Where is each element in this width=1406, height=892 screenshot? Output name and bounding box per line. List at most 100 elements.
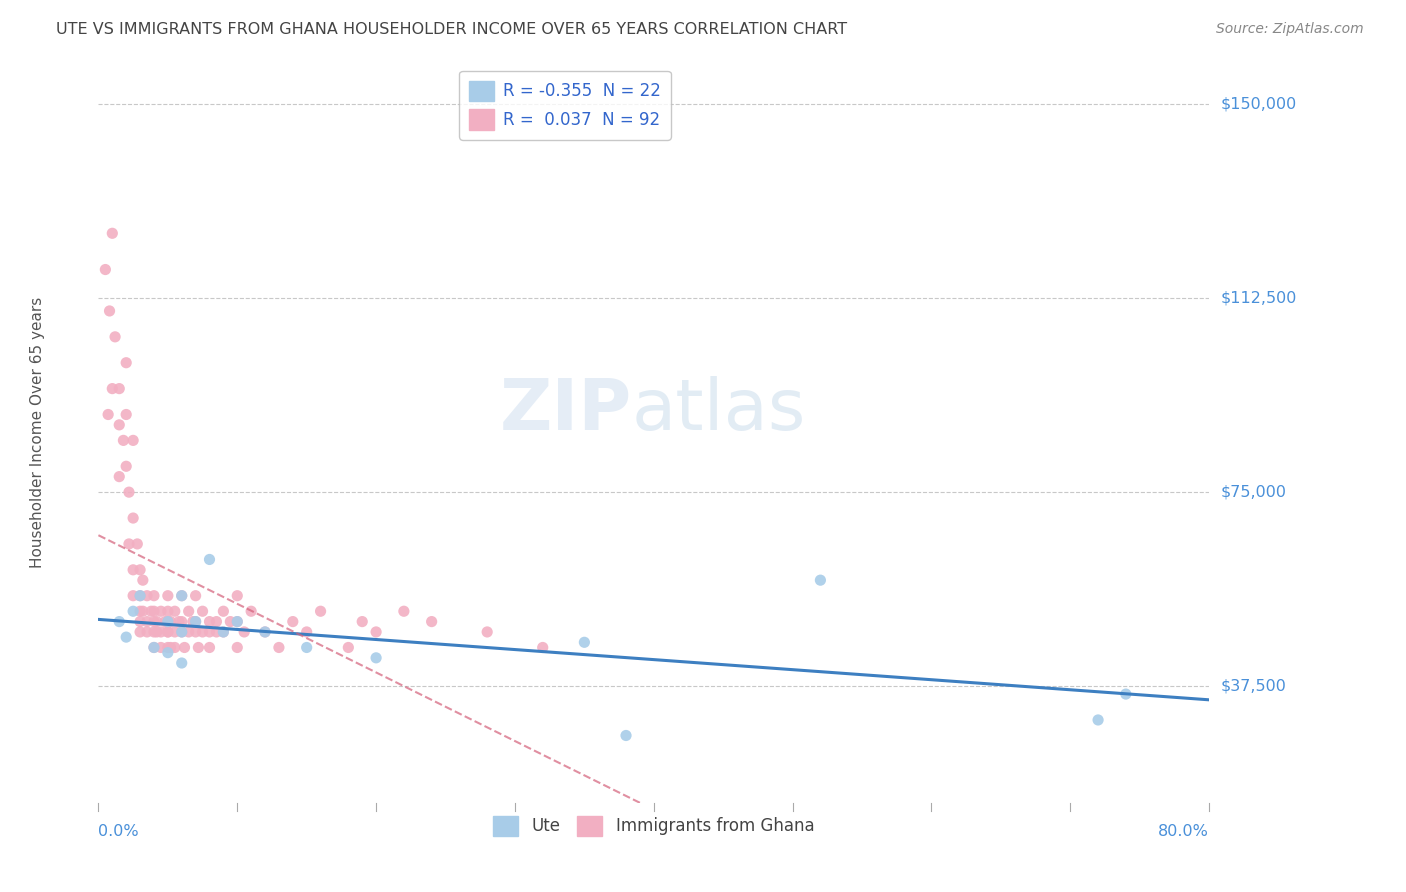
Point [212,624,235,639]
Point [253,624,276,639]
Point [352,615,374,629]
Point [173,640,195,655]
Point [181,615,204,629]
Text: UTE VS IMMIGRANTS FROM GHANA HOUSEHOLDER INCOME OVER 65 YEARS CORRELATION CHART: UTE VS IMMIGRANTS FROM GHANA HOUSEHOLDER… [56,22,848,37]
Point [198,640,221,655]
Point [132,573,155,587]
Point [187,640,209,655]
Point [129,589,152,603]
Point [226,589,249,603]
Point [1087,713,1109,727]
Point [122,589,145,603]
Point [149,604,172,618]
Point [108,615,131,629]
Point [226,615,249,629]
Text: $150,000: $150,000 [1220,96,1296,112]
Point [159,640,181,655]
Text: ZIP: ZIP [499,376,631,445]
Point [219,615,242,629]
Text: $75,000: $75,000 [1220,484,1286,500]
Point [118,485,141,500]
Point [191,624,214,639]
Point [118,537,141,551]
Text: 80.0%: 80.0% [1159,823,1209,838]
Point [104,330,127,344]
Point [198,615,221,629]
Point [122,511,145,525]
Text: $112,500: $112,500 [1220,291,1296,305]
Text: Source: ZipAtlas.com: Source: ZipAtlas.com [1216,22,1364,37]
Point [167,615,190,629]
Point [115,408,138,422]
Point [198,624,221,639]
Point [184,615,207,629]
Point [156,624,179,639]
Point [159,615,181,629]
Text: Householder Income Over 65 years: Householder Income Over 65 years [30,297,45,568]
Point [101,382,124,396]
Point [141,604,163,618]
Point [191,604,214,618]
Point [198,552,221,566]
Point [129,563,152,577]
Point [233,624,256,639]
Point [149,624,172,639]
Legend: Ute, Immigrants from Ghana: Ute, Immigrants from Ghana [486,809,821,843]
Point [108,382,131,396]
Point [101,227,124,241]
Point [132,604,155,618]
Point [295,624,318,639]
Point [184,589,207,603]
Point [309,604,332,618]
Point [94,262,117,277]
Point [143,604,166,618]
Point [226,615,249,629]
Point [127,537,149,551]
Point [170,615,193,629]
Point [108,469,131,483]
Point [108,417,131,432]
Point [122,434,145,448]
Point [122,604,145,618]
Point [267,640,290,655]
Point [156,615,179,629]
Text: 0.0%: 0.0% [98,823,139,838]
Point [184,615,207,629]
Point [337,640,360,655]
Point [156,615,179,629]
Point [136,624,159,639]
Point [170,624,193,639]
Point [212,624,235,639]
Point [392,604,415,618]
Point [614,729,637,743]
Point [170,589,193,603]
Point [98,304,121,318]
Text: $37,500: $37,500 [1220,679,1286,694]
Point [115,630,138,644]
Point [129,624,152,639]
Point [129,589,152,603]
Point [366,650,388,665]
Point [226,640,249,655]
Text: atlas: atlas [631,376,806,445]
Point [212,604,235,618]
Point [156,589,179,603]
Point [143,640,166,655]
Point [1115,687,1137,701]
Point [156,640,179,655]
Point [177,604,200,618]
Point [810,573,832,587]
Point [531,640,554,655]
Point [205,615,228,629]
Point [97,408,120,422]
Point [366,624,388,639]
Point [136,589,159,603]
Point [420,615,443,629]
Point [153,615,176,629]
Point [112,434,135,448]
Point [574,635,596,649]
Point [184,624,207,639]
Point [170,624,193,639]
Point [205,624,228,639]
Point [115,356,138,370]
